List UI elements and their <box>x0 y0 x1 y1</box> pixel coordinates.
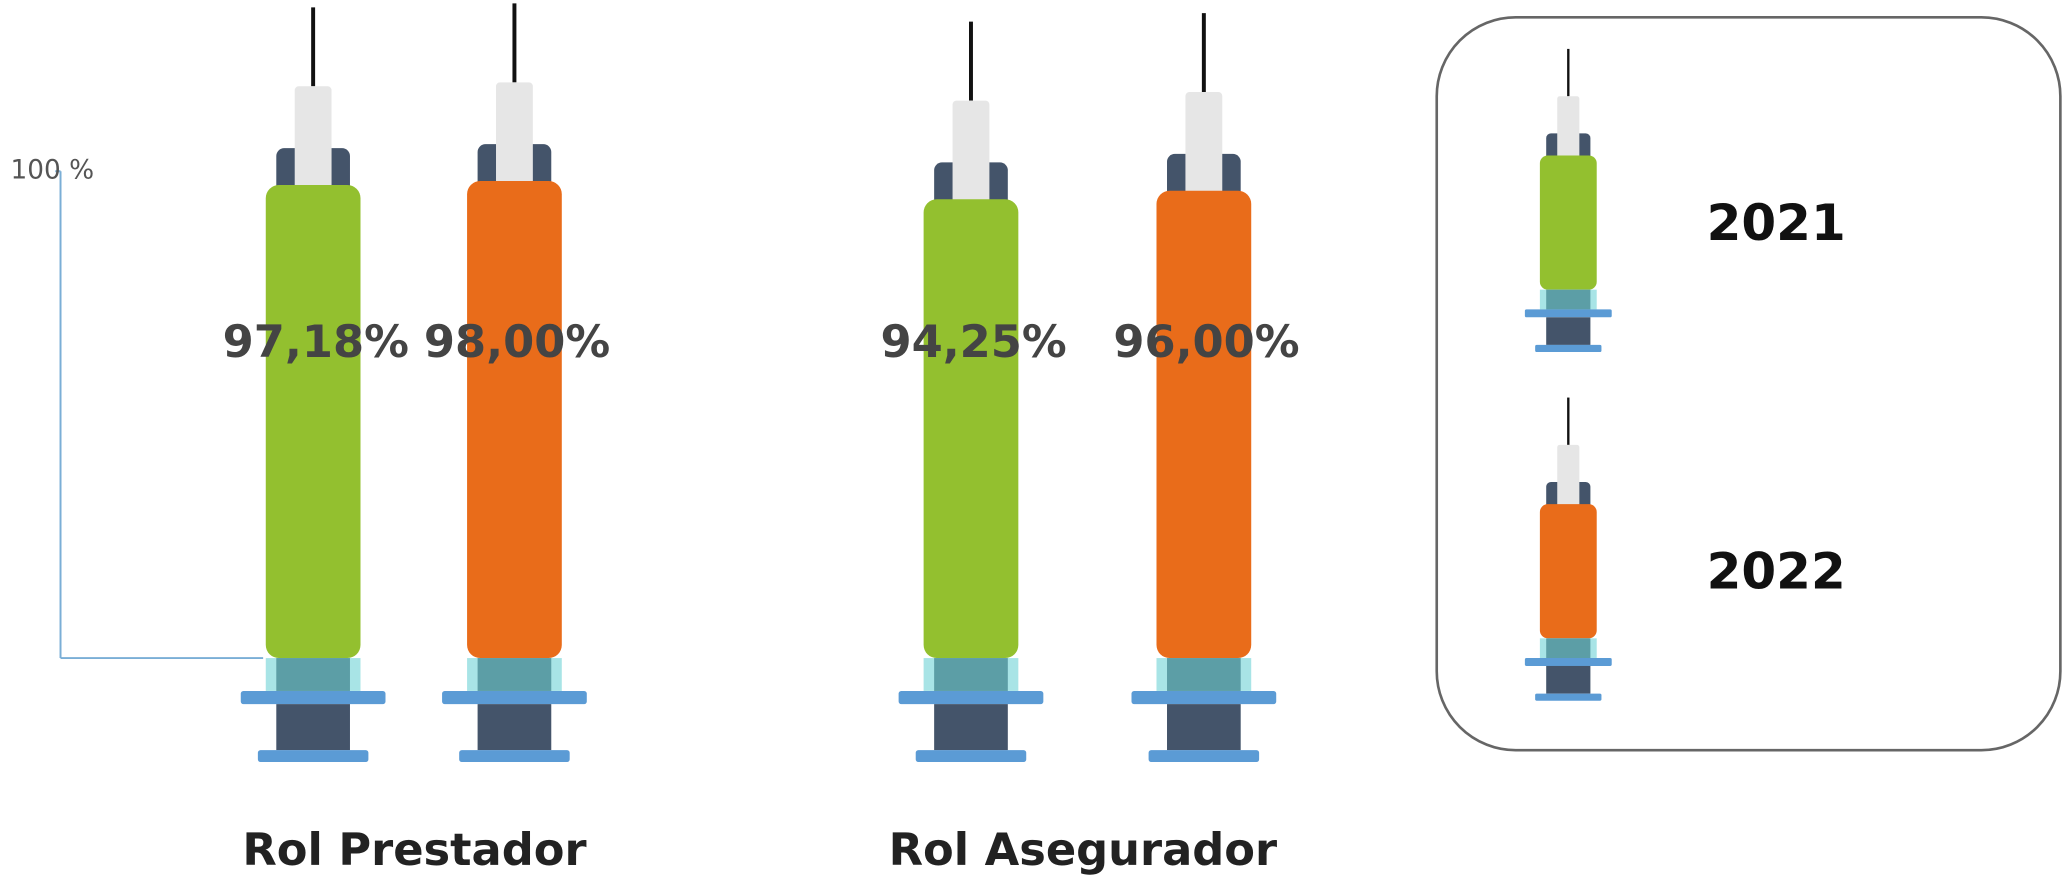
syringe <box>240 7 386 763</box>
rod <box>294 86 332 192</box>
bar <box>467 180 562 659</box>
rod <box>1185 92 1223 198</box>
plunger-end <box>1535 693 1602 701</box>
plunger-end <box>459 750 570 763</box>
syringe <box>1131 13 1277 763</box>
barrel-inner <box>934 658 1008 691</box>
legend-swatch <box>1539 155 1597 290</box>
legend-item <box>1524 48 1612 353</box>
flange <box>1524 309 1612 318</box>
y-tick-label: 100 % <box>11 156 95 186</box>
plunger <box>276 704 350 751</box>
barrel-inner <box>1546 638 1591 659</box>
rod <box>1557 96 1580 160</box>
rod <box>952 100 990 206</box>
plunger <box>1167 704 1241 751</box>
legend-label: 2021 <box>1707 194 1846 252</box>
plunger <box>1546 665 1591 694</box>
barrel-inner <box>1546 289 1591 310</box>
rod <box>496 82 533 188</box>
x-tick-label: Rol Asegurador <box>889 823 1277 876</box>
bar <box>265 184 361 659</box>
barrel-inner <box>1167 658 1241 691</box>
legend-swatch <box>1539 504 1597 639</box>
value-label: 94,25% <box>880 315 1066 368</box>
plunger <box>1546 317 1591 345</box>
plunger <box>477 704 552 751</box>
bar <box>923 199 1019 659</box>
legend-box <box>1435 16 2062 752</box>
syringe <box>442 3 587 763</box>
rod <box>1557 444 1580 509</box>
legend-item <box>1524 397 1612 701</box>
barrel-inner <box>477 658 552 691</box>
x-tick-label: Rol Prestador <box>242 823 586 876</box>
flange <box>442 690 587 705</box>
flange <box>1131 690 1277 705</box>
flange <box>1524 658 1612 666</box>
plunger-end <box>915 750 1027 763</box>
value-label: 98,00% <box>424 315 610 368</box>
plunger-end <box>1148 750 1260 763</box>
flange <box>240 690 386 705</box>
plunger-end <box>1535 344 1602 353</box>
bar <box>1156 190 1252 659</box>
barrel-inner <box>276 658 350 691</box>
flange <box>898 690 1044 705</box>
value-label: 97,18% <box>223 315 409 368</box>
plunger-end <box>257 750 369 763</box>
syringe <box>898 21 1044 763</box>
value-label: 96,00% <box>1113 315 1299 368</box>
legend-label: 2022 <box>1707 543 1846 601</box>
plunger <box>934 704 1008 751</box>
